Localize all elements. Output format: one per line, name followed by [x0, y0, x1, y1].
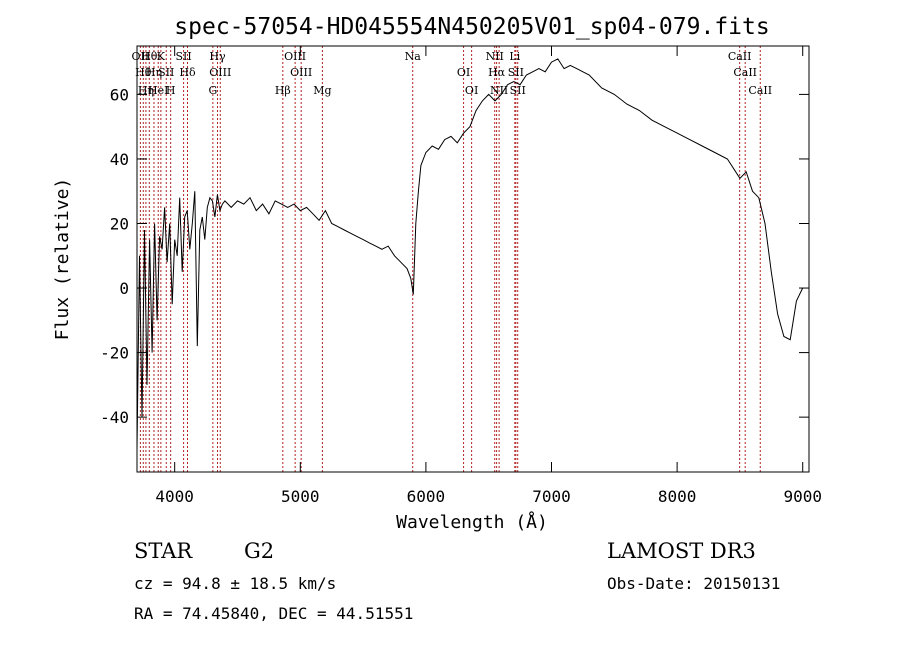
line-marker-label-13: OIII [209, 66, 231, 79]
plot-frame [136, 45, 810, 473]
spectrum-line [136, 58, 804, 450]
y-axis-label: Flux (relative) [52, 178, 73, 341]
line-marker-label-4: Hη [146, 66, 162, 79]
y-tick-label-3: 20 [110, 215, 129, 234]
object-subclass: G2 [244, 539, 274, 563]
line-marker-labels: OIIHθHηHθHηHeIKSIIHSIIHδGHγOIIIHβOIIIOII… [132, 50, 773, 97]
line-marker-label-26: SII [510, 84, 526, 97]
line-marker-label-11: G [208, 84, 217, 97]
line-marker-label-0: OII [132, 50, 150, 63]
line-marker-label-8: H [166, 84, 176, 97]
line-marker-label-3: Hθ [141, 50, 158, 63]
x-tick-label-0: 4000 [155, 487, 194, 506]
y-tick-label-5: 60 [110, 85, 129, 104]
line-marker-label-19: OI [457, 66, 470, 79]
object-class: STAR [134, 539, 193, 563]
line-marker-label-7: SII [158, 66, 174, 79]
chart-title: spec-57054-HD045554N450205V01_sp04-079.f… [174, 14, 769, 40]
y-axis-ticks: -40 -20 0 20 40 60 [100, 85, 809, 427]
coordinates-text: RA = 74.45840, DEC = 44.51551 [134, 604, 413, 623]
line-marker-label-20: OI [465, 84, 478, 97]
line-marker-label-2: Hη [138, 84, 154, 97]
y-tick-label-2: 0 [119, 279, 129, 298]
line-marker-label-17: Mg [313, 84, 331, 97]
line-marker-label-18: Na [405, 50, 422, 63]
x-tick-label-3: 7000 [532, 487, 571, 506]
y-tick-label-1: -20 [100, 344, 129, 363]
x-tick-label-2: 6000 [407, 487, 446, 506]
y-tick-label-4: 40 [110, 150, 129, 169]
line-marker-label-28: CaII [733, 66, 757, 79]
line-marker-label-1: Hθ [135, 66, 152, 79]
observation-date: Obs-Date: 20150131 [607, 574, 780, 593]
line-marker-label-29: CaII [748, 84, 772, 97]
line-marker-label-23: NII [490, 84, 508, 97]
line-markers [139, 46, 761, 472]
x-axis-label: Wavelength (Å) [396, 511, 548, 533]
line-marker-label-15: OIII [284, 50, 306, 63]
x-tick-label-4: 8000 [658, 487, 697, 506]
line-marker-label-14: Hβ [275, 84, 291, 97]
line-marker-label-6: K [157, 50, 166, 63]
line-marker-label-10: Hδ [179, 66, 196, 79]
line-marker-label-25: SII [508, 66, 524, 79]
line-marker-label-22: Hα [488, 66, 506, 79]
x-tick-label-5: 9000 [783, 487, 822, 506]
x-tick-label-1: 5000 [281, 487, 320, 506]
x-axis-ticks: 4000 5000 6000 7000 8000 9000 [155, 46, 822, 506]
line-marker-label-16: OIII [290, 66, 312, 79]
y-tick-label-0: -40 [100, 408, 129, 427]
line-marker-label-24: Li [509, 50, 520, 63]
line-marker-label-5: HeI [148, 84, 168, 97]
line-marker-label-12: Hγ [209, 50, 226, 63]
survey-name: LAMOST DR3 [607, 539, 756, 563]
line-marker-label-21: NII [486, 50, 504, 63]
line-marker-label-27: CaII [728, 50, 752, 63]
redshift-text: cz = 94.8 ± 18.5 km/s [134, 574, 336, 593]
line-marker-label-9: SII [175, 50, 191, 63]
